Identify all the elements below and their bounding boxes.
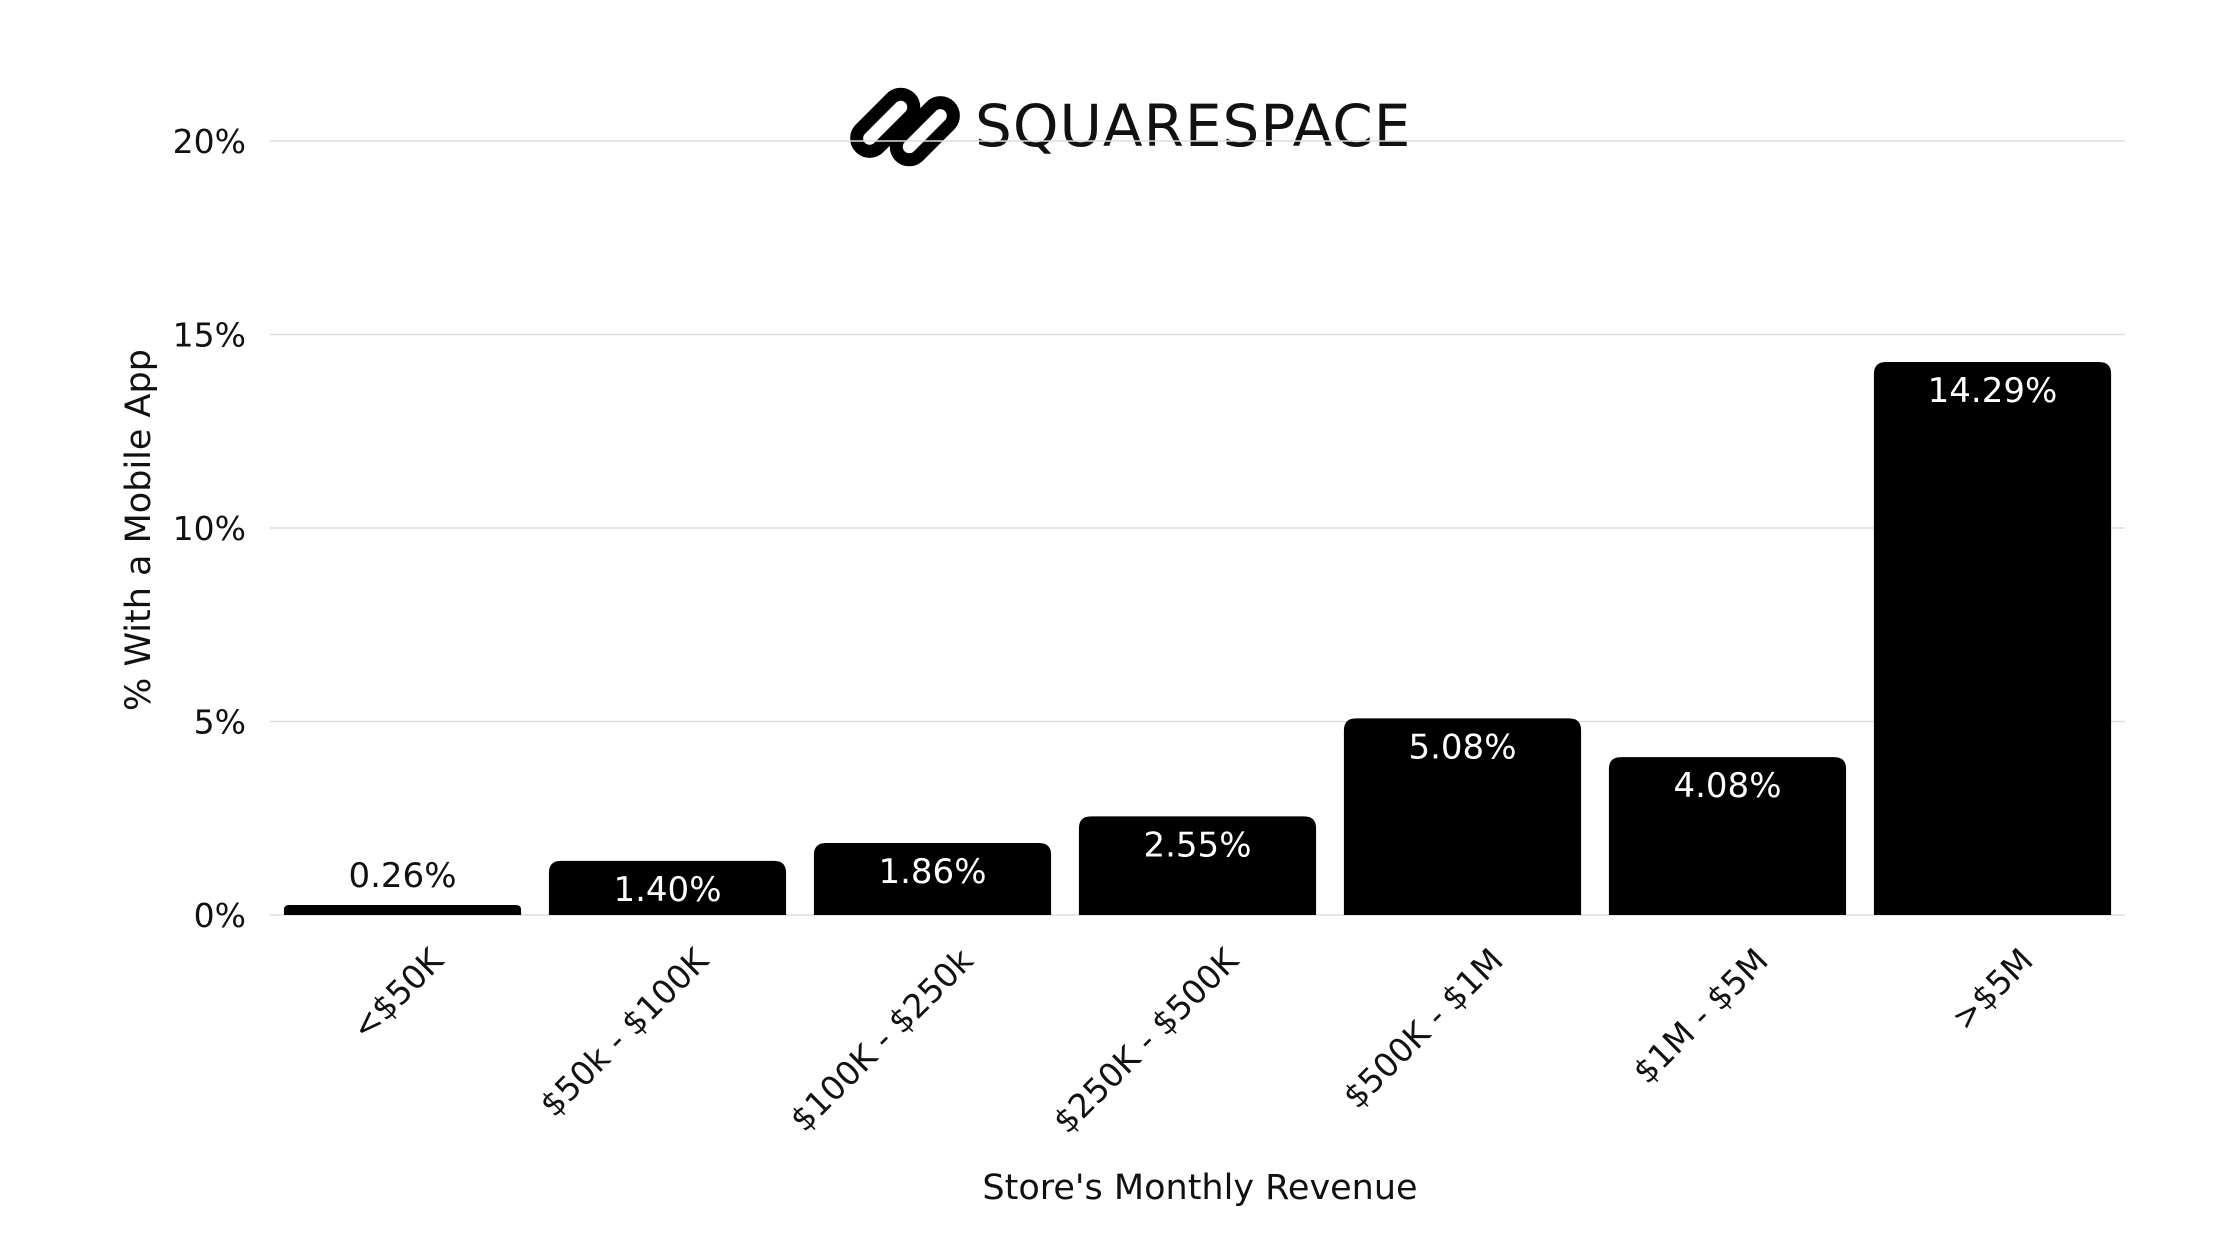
bar (1608, 757, 1847, 915)
data-label: 0.26% (348, 856, 456, 896)
brand-logo: SQUARESPACE (850, 87, 1411, 167)
y-tick-label: 20% (173, 122, 246, 161)
y-axis-title: % With a Mobile App (119, 349, 159, 711)
x-tick-label: $1M - $5M (1625, 941, 1775, 1091)
x-tick-label: $500K - $1M (1335, 941, 1510, 1116)
bar (813, 843, 1052, 915)
x-tick-label: $250K - $500K (1045, 940, 1246, 1141)
y-tick-label: 15% (173, 316, 246, 355)
y-axis-ticks: 0% 5% 10% 15% 20% (173, 122, 246, 935)
bar (283, 904, 522, 915)
x-axis-title: Store's Monthly Revenue (982, 1168, 1417, 1208)
x-tick-label: $100K - $250k (782, 940, 981, 1139)
x-tick-label: <$50K (344, 940, 452, 1048)
bar (1078, 816, 1317, 915)
bars (283, 361, 2112, 915)
data-label: 4.08% (1673, 766, 1781, 806)
bar (1343, 718, 1582, 915)
data-label: 5.08% (1408, 727, 1516, 767)
data-label: 14.29% (1928, 371, 2058, 411)
gridlines (270, 140, 2125, 916)
bar (1873, 361, 2112, 915)
y-tick-label: 0% (194, 896, 246, 935)
x-axis-ticks: <$50K $50k - $100K $100K - $250k $250K - $5… (344, 940, 2041, 1141)
x-tick-label: $50k - $100K (532, 940, 717, 1125)
y-tick-label: 5% (194, 703, 246, 742)
data-label: 2.55% (1143, 825, 1251, 865)
bar (548, 860, 787, 915)
squarespace-logo-icon (850, 87, 960, 167)
y-tick-label: 10% (173, 509, 246, 548)
x-tick-label: >$5M (1944, 941, 2041, 1038)
data-labels: 0.26% 1.40% 1.86% 2.55% 5.08% 4.08% 14.29% (348, 371, 2057, 910)
data-label: 1.40% (613, 870, 721, 910)
data-label: 1.86% (878, 852, 986, 892)
brand-name: SQUARESPACE (975, 92, 1411, 160)
